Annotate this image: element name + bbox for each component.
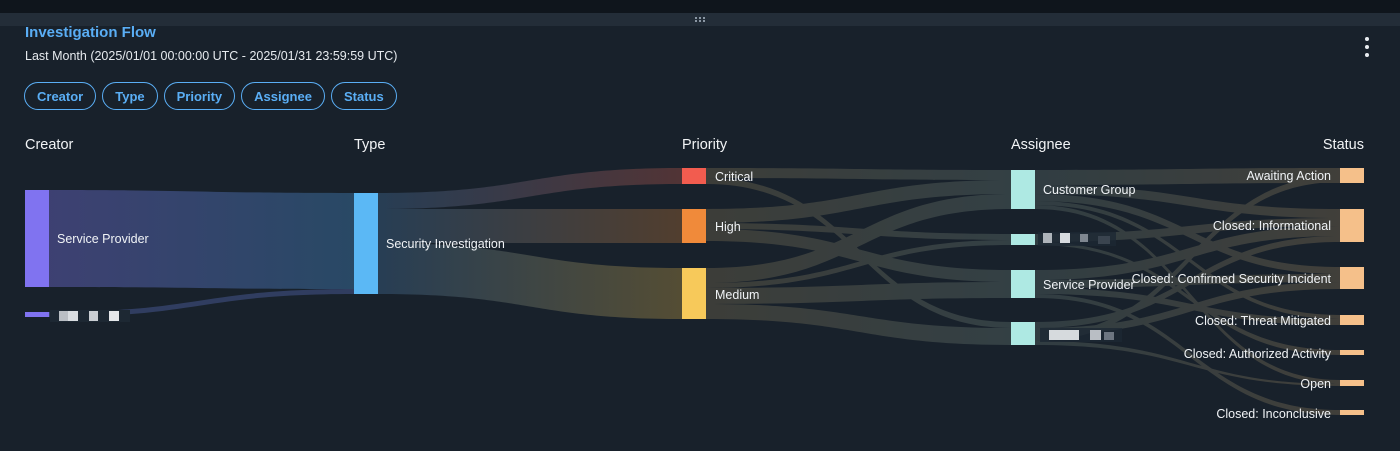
node-type-security-investigation[interactable] [354,193,378,294]
flow-medium-to-redacted-1[interactable] [706,240,1011,288]
widget-title: Investigation Flow [25,24,156,41]
node-status-confirmed[interactable] [1340,267,1364,289]
flow-redacted-2-to-awaiting-action[interactable] [1035,176,1340,341]
flow-redacted-2-to-informational[interactable] [1035,236,1340,328]
node-priority-critical[interactable] [682,168,706,184]
flow-customer-group-to-informational[interactable] [1035,185,1340,218]
column-filter-chips: Creator Type Priority Assignee Status [24,82,403,110]
flow-service-provider-to-inconclusive[interactable] [1035,294,1340,415]
column-header-creator: Creator [25,137,74,153]
flow-critical-to-customer-group[interactable] [706,168,1011,180]
label-priority-high: High [715,220,741,234]
filter-chip-priority[interactable]: Priority [163,82,236,110]
flow-security-investigation-to-high[interactable] [378,209,682,243]
flow-service-provider-to-informational[interactable] [1035,226,1340,280]
label-creator-service-provider: Service Provider [57,232,149,246]
flows-priority-to-assignee [706,168,1011,345]
node-status-inconclusive[interactable] [1340,410,1364,415]
node-assignee-redacted-1[interactable] [1011,234,1035,245]
node-assignee-redacted-2[interactable] [1011,322,1035,345]
node-status-informational[interactable] [1340,209,1364,242]
node-status-authorized[interactable] [1340,350,1364,355]
label-status-confirmed: Closed: Confirmed Security Incident [1132,272,1332,286]
node-assignee-service-provider[interactable] [1011,270,1035,298]
label-priority-medium: Medium [715,288,759,302]
flow-redacted-2-to-confirmed[interactable] [1035,282,1340,335]
flow-medium-to-service-provider[interactable] [706,282,1011,304]
node-assignee-customer-group[interactable] [1011,170,1035,209]
kebab-menu-icon[interactable] [1358,37,1376,57]
redacted-label [1038,232,1116,246]
node-priority-high[interactable] [682,209,706,243]
column-header-status: Status [1322,137,1364,153]
flow-high-to-service-provider[interactable] [706,229,1011,282]
label-priority-critical: Critical [715,170,753,184]
column-header-priority: Priority [682,137,728,153]
node-status-threat-mitigated[interactable] [1340,315,1364,325]
flow-creator-sp-to-security-investigation[interactable] [49,190,354,289]
label-status-authorized: Closed: Authorized Activity [1184,347,1332,361]
filter-chip-assignee[interactable]: Assignee [241,82,325,110]
node-creator-redacted[interactable] [25,312,49,317]
label-status-inconclusive: Closed: Inconclusive [1216,407,1331,421]
widget-date-range: Last Month (2025/01/01 00:00:00 UTC - 20… [25,49,398,63]
node-priority-medium[interactable] [682,268,706,319]
redacted-label [50,310,130,322]
label-status-threat-mitigated: Closed: Threat Mitigated [1195,314,1331,328]
flow-security-investigation-to-medium[interactable] [378,243,682,319]
label-status-informational: Closed: Informational [1213,219,1331,233]
flow-customer-group-to-awaiting-action[interactable] [1035,168,1340,185]
flow-medium-to-customer-group[interactable] [706,194,1011,283]
node-creator-service-provider[interactable] [25,190,49,287]
node-status-awaiting-action[interactable] [1340,168,1364,183]
label-assignee-service-provider: Service Provider [1043,278,1135,292]
flow-redacted-1-to-authorized[interactable] [1035,242,1340,355]
column-header-assignee: Assignee [1011,137,1071,153]
label-status-awaiting-action: Awaiting Action [1246,169,1331,183]
node-status-open[interactable] [1340,380,1364,386]
flow-security-investigation-to-critical[interactable] [378,168,682,209]
filter-chip-creator[interactable]: Creator [24,82,97,110]
drag-grip-icon [695,17,705,22]
label-type-security-investigation: Security Investigation [386,237,505,251]
flow-high-to-customer-group[interactable] [706,180,1011,223]
label-assignee-customer-group: Customer Group [1043,183,1135,197]
label-status-open: Open [1300,377,1331,391]
flow-medium-to-redacted-2[interactable] [706,304,1011,345]
flow-redacted-2-to-open[interactable] [1035,341,1340,386]
filter-chip-status[interactable]: Status [330,82,397,110]
panel-drag-handle[interactable] [0,13,1400,26]
filter-chip-type[interactable]: Type [102,82,158,110]
column-header-type: Type [354,137,386,153]
flow-high-to-redacted-1[interactable] [706,223,1011,240]
redacted-label [1040,328,1122,342]
